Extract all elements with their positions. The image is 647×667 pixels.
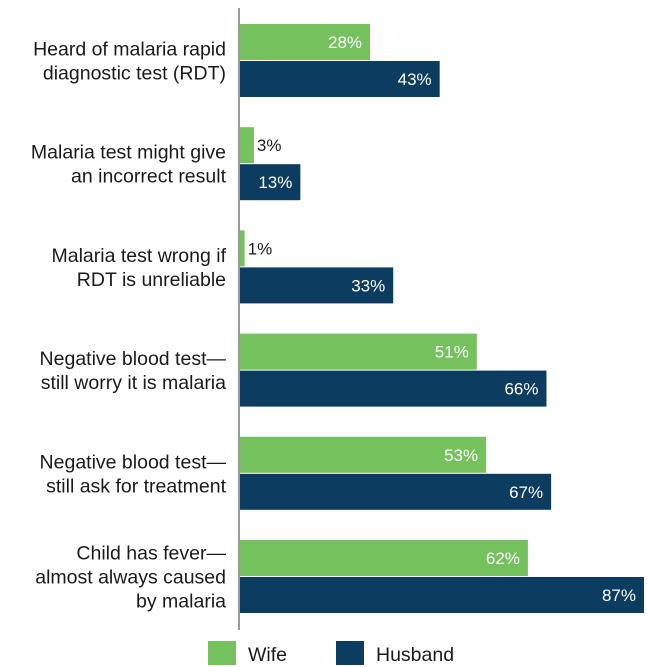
legend-label-wife: Wife: [248, 644, 287, 666]
category-label: Heard of malaria rapid: [33, 39, 226, 61]
data-label-husband: 87%: [602, 586, 636, 605]
data-label-husband: 66%: [504, 380, 538, 399]
legend-swatch-wife: [208, 641, 236, 665]
category-label: almost always caused: [35, 567, 226, 589]
category-label: still ask for treatment: [46, 475, 226, 497]
category-label: Malaria test might give: [31, 142, 226, 164]
data-label-husband: 43%: [398, 70, 432, 89]
data-label-wife: 62%: [486, 549, 520, 568]
legend-label-husband: Husband: [376, 644, 454, 666]
bar-wife: [240, 127, 254, 164]
data-label-husband: 13%: [258, 173, 292, 192]
category-label: Child has fever—: [76, 543, 226, 565]
data-label-husband: 33%: [351, 276, 385, 295]
bar-husband: [240, 370, 547, 407]
bar-wife: [240, 436, 487, 473]
bar-husband: [240, 473, 552, 510]
data-label-wife: 51%: [435, 343, 469, 362]
category-label: an incorrect result: [71, 166, 227, 188]
category-label: still worry it is malaria: [41, 372, 226, 394]
bar-wife: [240, 24, 371, 60]
category-label: diagnostic test (RDT): [43, 63, 226, 85]
category-label: Negative blood test—: [40, 348, 227, 370]
data-label-wife: 1%: [248, 239, 273, 258]
bar-wife: [240, 230, 245, 267]
bar-husband: [240, 577, 644, 613]
bar-wife: [240, 540, 528, 576]
bar-wife: [240, 333, 477, 370]
category-label: by malaria: [136, 591, 226, 613]
bar-husband: [240, 267, 394, 304]
bars: 28% 43% 3% 13% 1% 33% 51% 66% 53% 67% 62% 87%: [240, 24, 644, 613]
category-label: Negative blood test—: [40, 451, 227, 473]
category-label: RDT is unreliable: [77, 269, 226, 291]
bar-husband: [240, 61, 440, 97]
legend-swatch-husband: [336, 641, 364, 665]
category-label: Malaria test wrong if: [52, 245, 227, 267]
data-label-wife: 28%: [328, 33, 362, 52]
legend: Wife Husband: [208, 641, 454, 666]
data-label-wife: 53%: [444, 446, 478, 465]
data-label-husband: 67%: [509, 483, 543, 502]
data-label-wife: 3%: [257, 136, 282, 155]
bar-husband: [240, 164, 301, 201]
